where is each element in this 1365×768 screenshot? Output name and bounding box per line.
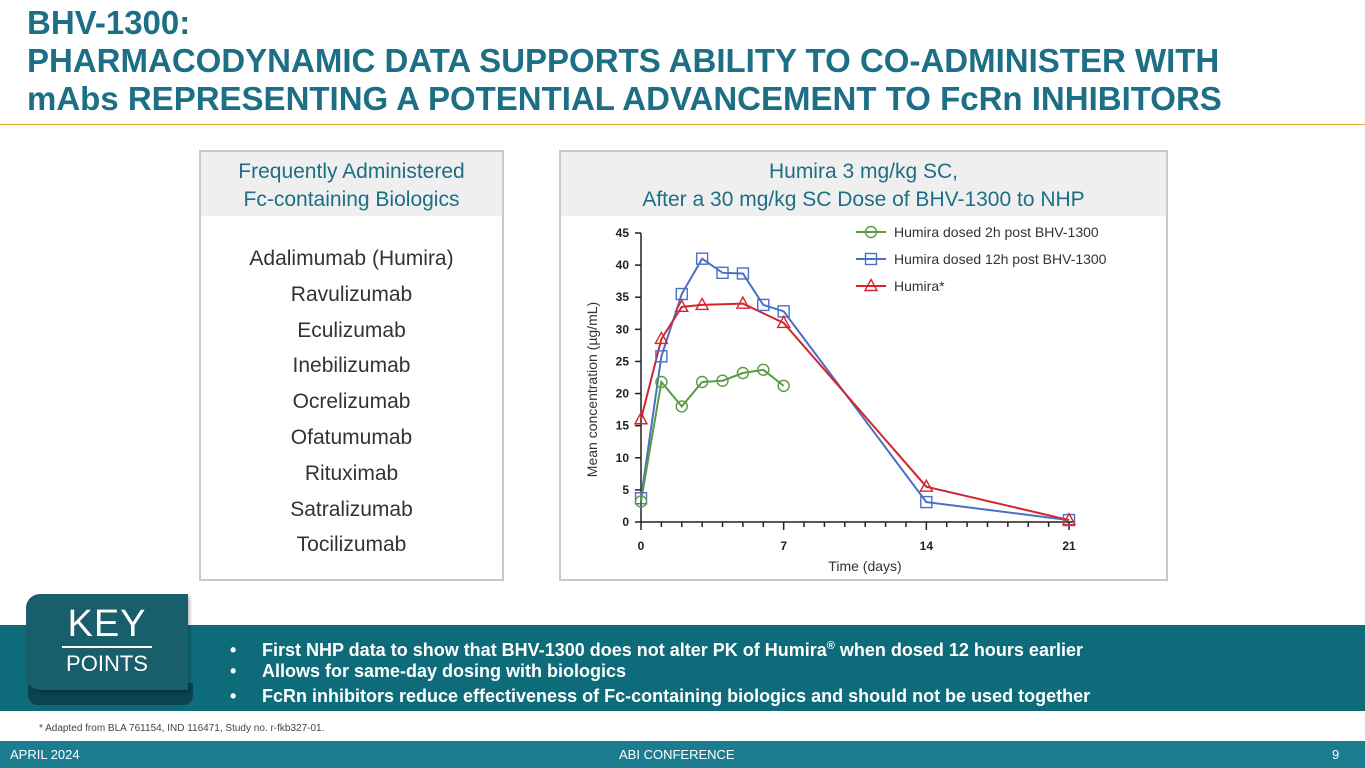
data-point-square (634, 492, 648, 505)
data-point-triangle (735, 295, 751, 309)
data-point-circle (675, 400, 688, 413)
biologics-panel-heading: Frequently Administered Fc-containing Bi… (201, 152, 502, 216)
biologics-heading-line-1: Frequently Administered (238, 160, 465, 183)
source-footnote: * Adapted from BLA 761154, IND 116471, S… (39, 723, 325, 734)
x-tick-label: 21 (1062, 539, 1076, 553)
legend-marker-circle (864, 225, 878, 239)
biologic-item: Eculizumab (297, 318, 406, 342)
data-point-triangle (1061, 512, 1077, 526)
data-point-circle (634, 495, 648, 508)
key-points-band (0, 625, 1365, 711)
biologic-item: Ofatumumab (290, 425, 413, 449)
data-point-square (736, 267, 750, 280)
x-tick-label: 14 (920, 539, 934, 553)
chart-heading-line-2: After a 30 mg/kg SC Dose of BHV-1300 to … (642, 188, 1085, 211)
key-points-tag: KEY POINTS (26, 594, 188, 690)
y-tick-label: 35 (616, 290, 630, 304)
data-point-square (757, 298, 770, 312)
title-divider (0, 124, 1365, 125)
data-point-triangle (776, 314, 791, 329)
biologic-item: Tocilizumab (296, 533, 407, 557)
legend-marker-square (864, 252, 878, 266)
bullet-marker: • (230, 640, 237, 660)
bullet-marker: • (230, 686, 237, 706)
series-line-triangle (640, 302, 1070, 522)
data-point-square (716, 266, 729, 280)
footer-event: ABI CONFERENCE (619, 747, 735, 762)
y-tick-label: 30 (616, 322, 630, 336)
series-line-square (640, 257, 1070, 522)
x-axis-label: Time (days) (828, 558, 901, 574)
data-point-triangle (919, 478, 934, 492)
key-point-item: • FcRn inhibitors reduce effectiveness of… (230, 684, 1090, 709)
bullet-marker: • (230, 661, 237, 681)
points-label: POINTS (66, 651, 148, 676)
footer-date: APRIL 2024 (10, 747, 80, 762)
y-tick-label: 10 (616, 451, 630, 465)
data-point-circle (716, 374, 729, 387)
data-point-triangle (674, 298, 689, 313)
chart-panel: Humira 3 mg/kg SC, After a 30 mg/kg SC D… (559, 150, 1168, 581)
biologic-item: Adalimumab (Humira) (249, 247, 454, 270)
data-point-triangle (654, 331, 669, 345)
title-line-1: BHV-1300: (27, 4, 191, 41)
key-point-item: • First NHP data to show that BHV-1300 do… (230, 634, 1090, 660)
chart-heading-line-1: Humira 3 mg/kg SC, (768, 160, 959, 183)
legend-label: Humira* (894, 278, 945, 294)
key-point-text: when dosed 12 hours earlier (834, 640, 1083, 660)
data-point-circle (655, 375, 668, 389)
key-point-item: • Allows for same-day dosing with biologi… (230, 659, 1090, 684)
data-point-square (695, 252, 709, 265)
x-tick-label: 7 (780, 539, 787, 553)
data-point-triangle (633, 411, 649, 425)
chart-panel-heading: Humira 3 mg/kg SC, After a 30 mg/kg SC D… (561, 152, 1166, 216)
biologics-list: Adalimumab (Humira) Ravulizumab Eculizum… (201, 241, 502, 563)
biologics-panel: Frequently Administered Fc-containing Bi… (199, 150, 504, 581)
biologic-item: Rituximab (304, 461, 399, 485)
key-points-list: • First NHP data to show that BHV-1300 do… (230, 634, 1090, 709)
slide-title: BHV-1300: PHARMACODYNAMIC DATA SUPPORTS … (27, 4, 1347, 118)
y-tick-label: 0 (622, 515, 629, 529)
biologics-heading-line-2: Fc-containing Biologics (243, 188, 460, 211)
x-tick-label: 0 (638, 539, 645, 553)
y-tick-label: 45 (616, 226, 630, 240)
key-point-text: FcRn inhibitors reduce effectiveness of … (262, 686, 1091, 706)
key-point-text: Allows for same-day dosing with biologic… (262, 661, 627, 681)
data-point-square (920, 495, 933, 509)
biologic-item: Ocrelizumab (292, 390, 411, 414)
legend-marker-triangle (863, 278, 879, 292)
title-line-3: mAbs REPRESENTING A POTENTIAL ADVANCEMEN… (27, 80, 1222, 117)
y-tick-label: 5 (622, 483, 629, 497)
registered-mark: ® (826, 640, 835, 652)
series-line-circle (640, 368, 785, 502)
biologic-item: Inebilizumab (292, 354, 411, 378)
data-point-circle (695, 375, 709, 389)
biologic-item: Ravulizumab (290, 282, 413, 306)
page-number: 9 (1332, 747, 1340, 762)
footer-bar: APRIL 2024 ABI CONFERENCE 9 (0, 741, 1365, 768)
y-tick-label: 40 (616, 258, 630, 272)
biologic-item: Satralizumab (290, 497, 413, 521)
title-line-2: PHARMACODYNAMIC DATA SUPPORTS ABILITY TO… (27, 42, 1220, 79)
data-point-square (655, 350, 668, 363)
pk-line-chart: 0 5 10 15 20 25 30 35 40 45 0 7 14 21 Time (days) Mean … (584, 224, 1107, 574)
key-point-text: First NHP data to show that BHV-1300 doe… (262, 640, 827, 660)
data-point-triangle (694, 296, 710, 311)
legend-label: Humira dosed 2h post BHV-1300 (894, 224, 1099, 240)
y-tick-label: 25 (616, 354, 630, 368)
key-tag-divider (62, 646, 152, 648)
y-tick-label: 20 (616, 387, 630, 401)
y-axis-label: Mean concentration (µg/mL) (584, 302, 600, 477)
data-point-circle (736, 366, 750, 380)
y-tick-label: 15 (616, 419, 630, 433)
key-label: KEY (67, 603, 147, 645)
legend-label: Humira dosed 12h post BHV-1300 (894, 251, 1107, 267)
data-point-circle (777, 379, 790, 393)
data-point-circle (757, 363, 770, 376)
